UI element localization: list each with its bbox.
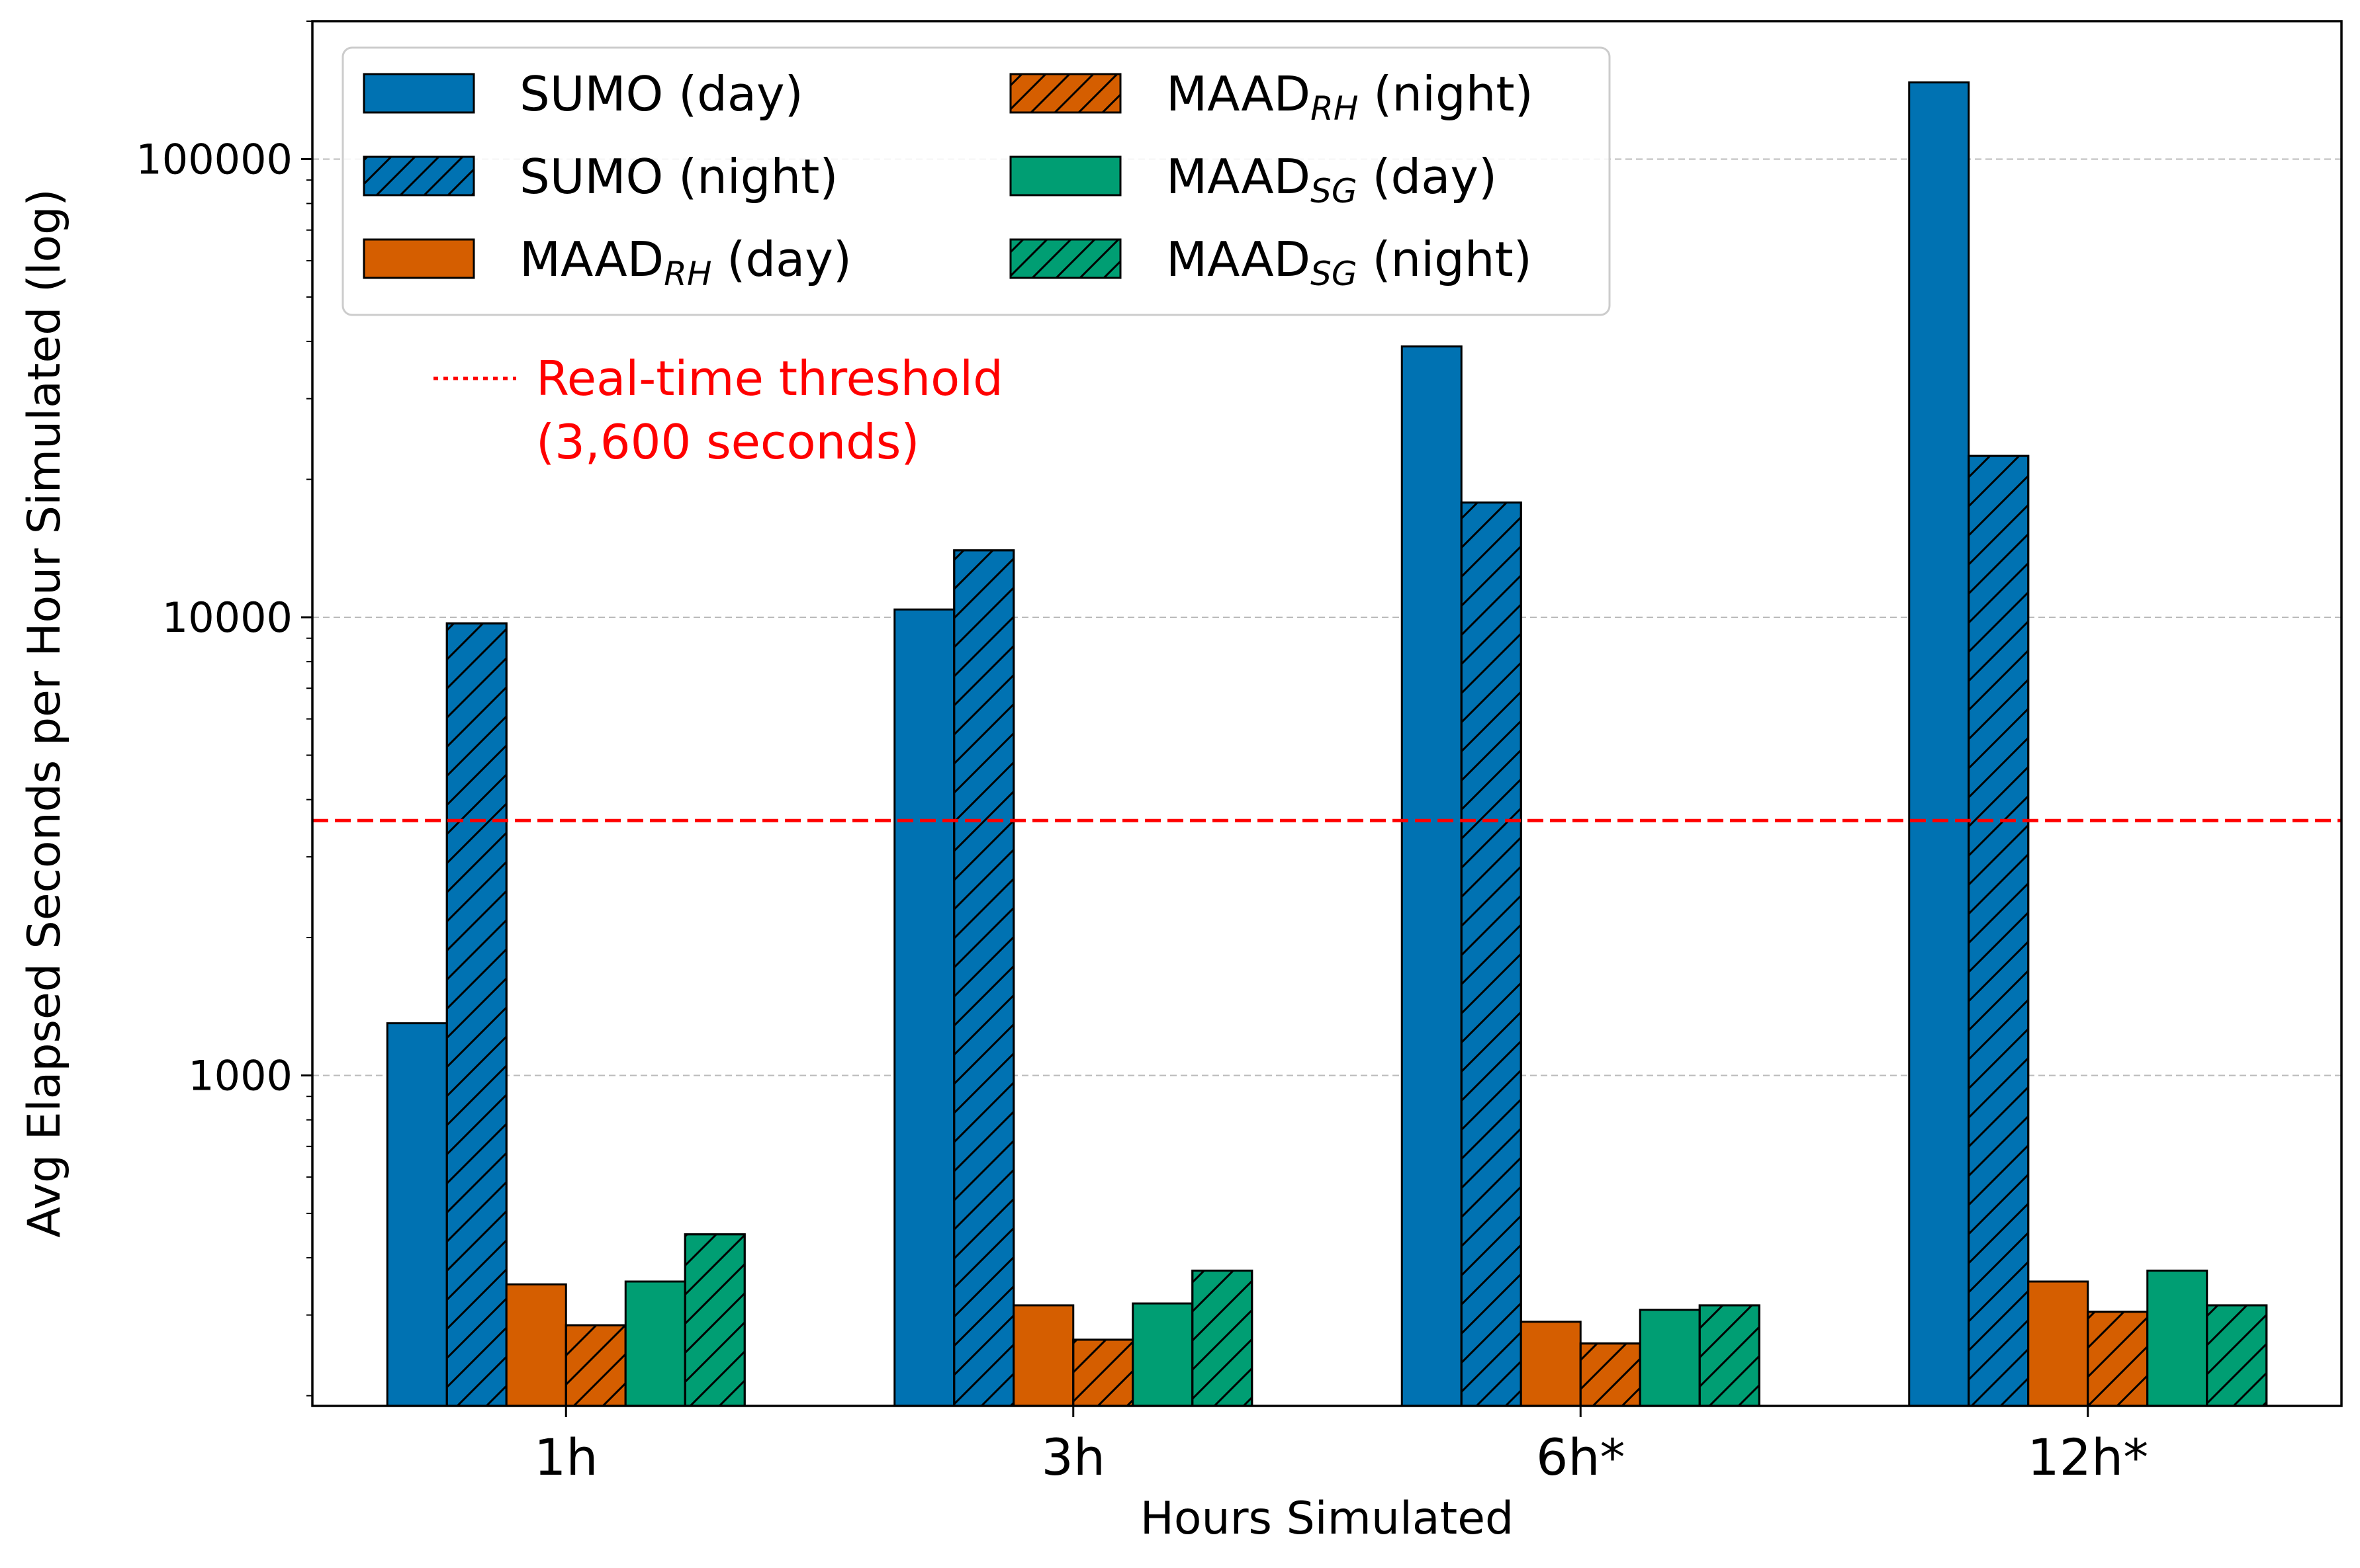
bar-hatch	[1460, 501, 1522, 1407]
bar	[1013, 1304, 1075, 1407]
x-axis-title: Hours Simulated	[1140, 1493, 1514, 1545]
legend-label: MAADRH (night)	[1166, 66, 1533, 128]
bars	[386, 81, 2268, 1407]
bar-hatch	[1072, 1338, 1134, 1407]
bar	[1639, 1309, 1701, 1407]
legend-entry: MAADRH (day)	[363, 232, 852, 293]
bar-hatch	[1579, 1342, 1641, 1407]
bar	[1400, 345, 1463, 1407]
bar-hatch	[565, 1324, 627, 1407]
threshold-annotation: Real-time threshold (3,600 seconds)	[433, 351, 1003, 470]
bar	[1908, 81, 1970, 1407]
bar	[2027, 1280, 2089, 1407]
threshold-label-line1: Real-time threshold	[536, 351, 1003, 406]
legend-swatch	[1009, 155, 1122, 196]
bar	[1132, 1302, 1194, 1407]
legend-swatch	[363, 238, 475, 279]
x-tick-label: 3h	[1041, 1428, 1105, 1487]
y-axis: 1000 10000 100000	[136, 21, 312, 1397]
x-tick-label: 6h*	[1536, 1428, 1625, 1487]
bar	[1520, 1321, 1582, 1407]
x-tick-label: 12h*	[2027, 1428, 2148, 1487]
legend-label: MAADSG (night)	[1166, 232, 1532, 293]
x-axis: 1h 3h 6h* 12h*	[534, 1406, 2148, 1487]
bar	[893, 608, 956, 1407]
bar-hatch	[1968, 455, 2030, 1407]
legend-entry: SUMO (night)	[363, 149, 838, 204]
legend-entry: MAADRH (night)	[1009, 66, 1533, 128]
legend-label: MAADRH (day)	[520, 232, 852, 293]
bar-hatch	[1698, 1304, 1760, 1407]
plot-frame	[311, 20, 2343, 1407]
bar-hatch	[2206, 1304, 2268, 1407]
legend-label: MAADSG (day)	[1166, 149, 1497, 210]
bar	[2146, 1270, 2208, 1407]
legend-label: SUMO (night)	[520, 149, 838, 204]
legend-frame	[341, 46, 1611, 316]
legend-entry: MAADSG (night)	[1009, 232, 1532, 293]
bar	[505, 1283, 567, 1407]
bar-hatch	[445, 622, 508, 1407]
y-tick-label: 100000	[136, 135, 293, 183]
y-axis-title: Avg Elapsed Seconds per Hour Simulated (…	[19, 189, 71, 1238]
legend-entry: MAADSG (day)	[1009, 149, 1497, 210]
bar	[624, 1280, 686, 1407]
legend-swatch-hatch	[1009, 73, 1122, 114]
y-tick-label: 10000	[162, 593, 293, 642]
bar	[386, 1022, 448, 1407]
legend-label: SUMO (day)	[520, 66, 803, 122]
bar-hatch	[953, 549, 1015, 1407]
bar-hatch	[1191, 1270, 1253, 1407]
bar-hatch	[2087, 1311, 2149, 1407]
legend-swatch-hatch	[1009, 238, 1122, 279]
legend: SUMO (day) SUMO (night) MAADRH (day) MAADRH…	[341, 46, 1611, 316]
y-tick-label: 1000	[188, 1052, 293, 1100]
threshold-label-line2: (3,600 seconds)	[536, 414, 919, 470]
bar-hatch	[684, 1233, 746, 1407]
legend-swatch-hatch	[363, 155, 475, 196]
x-tick-label: 1h	[534, 1428, 598, 1487]
legend-entry: SUMO (day)	[363, 66, 803, 122]
legend-swatch	[363, 73, 475, 114]
